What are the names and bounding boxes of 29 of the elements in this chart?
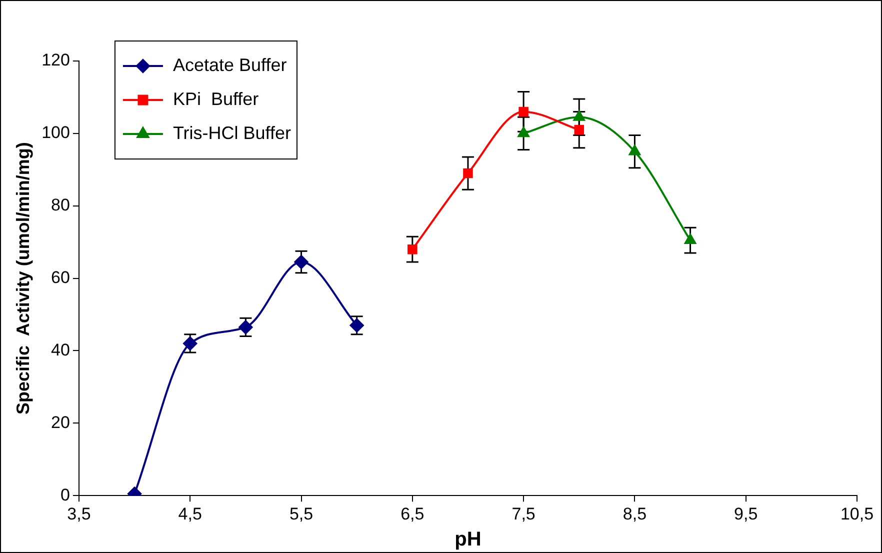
x-tick-label: 8,5 [622, 504, 647, 524]
point [518, 106, 528, 117]
y-tick-label: 100 [42, 123, 70, 142]
x-tick-label: 5,5 [289, 504, 314, 524]
legend-label: Acetate Buffer [172, 54, 287, 75]
x-tick-label: 6,5 [400, 504, 424, 524]
y-tick-label: 20 [51, 412, 70, 432]
point [408, 244, 418, 254]
y-axis-title: Specific Activity (umol/min/mg) [12, 142, 33, 414]
point [294, 255, 308, 270]
x-tick-label: 4,5 [178, 504, 202, 524]
point [574, 124, 584, 135]
y-tick-label: 40 [51, 340, 70, 360]
x-tick-label: 9,5 [734, 504, 758, 524]
x-tick-label: 7,5 [512, 504, 536, 524]
point [463, 168, 473, 178]
x-axis-title: pH [454, 528, 482, 551]
y-tick-label: 60 [51, 268, 70, 287]
y-tick-label: 120 [42, 50, 70, 70]
point [518, 126, 530, 138]
point [628, 145, 640, 156]
legend-label: KPi Buffer [172, 88, 259, 109]
x-tick-label: 10,5 [840, 504, 874, 524]
y-tick-label: 0 [60, 485, 70, 504]
point [573, 110, 585, 121]
x-tick-label: 3,5 [67, 504, 91, 524]
point [684, 234, 696, 244]
legend-label: Tris-HCl Buffer [172, 122, 291, 143]
y-tick-label: 80 [51, 196, 70, 215]
